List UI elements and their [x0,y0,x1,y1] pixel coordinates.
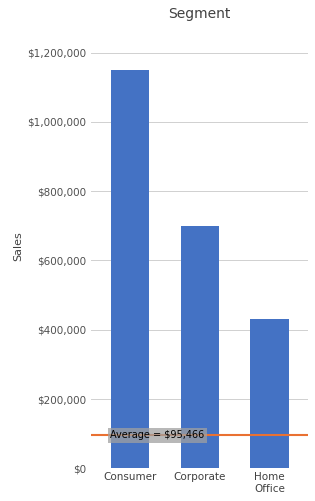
Bar [180,225,219,468]
Text: Average = $95,466: Average = $95,466 [110,430,204,440]
Title: Segment: Segment [169,7,231,21]
Y-axis label: Sales: Sales [13,232,23,262]
Bar [111,70,149,468]
Bar [250,320,289,468]
